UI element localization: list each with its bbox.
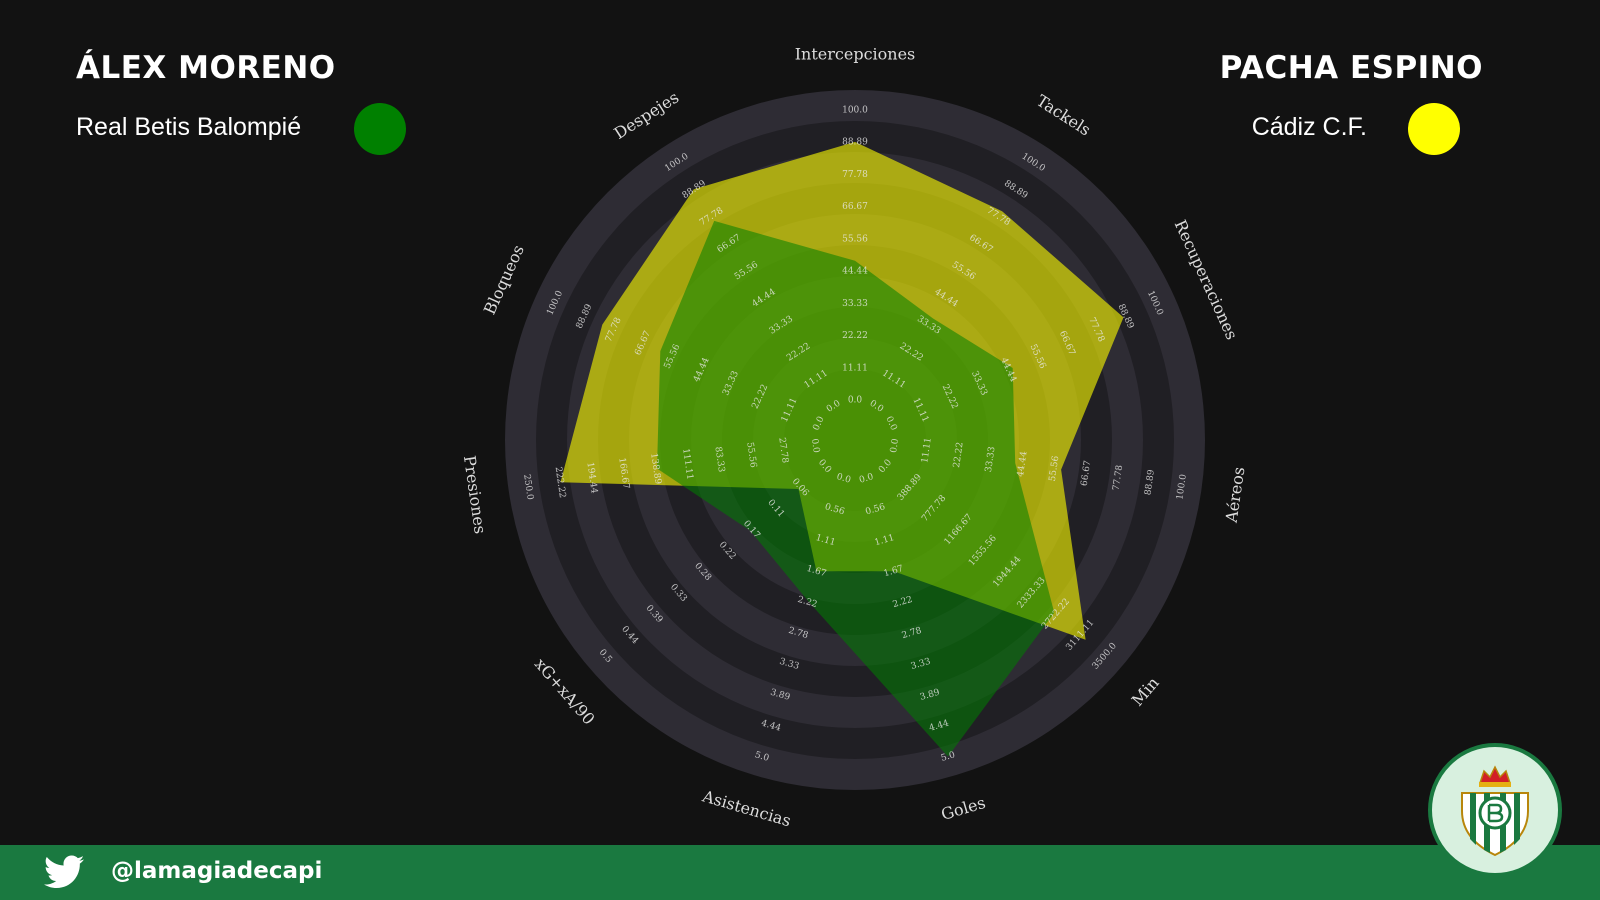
radar-tick-label: 22.22 xyxy=(842,331,868,341)
player-1-name: ÁLEX MORENO xyxy=(76,50,336,86)
real-betis-crest-icon xyxy=(1428,743,1562,877)
radar-tick-label: 0.0 xyxy=(858,472,875,486)
footer-bar: @lamagiadecapi xyxy=(0,845,1600,900)
radar-tick-label: 22.22 xyxy=(952,442,966,469)
radar-tick-label: 250.0 xyxy=(521,474,535,501)
radar-tick-label: 33.33 xyxy=(842,299,868,309)
radar-tick-label: 88.89 xyxy=(842,138,868,148)
radar-axis-label: Aéreos xyxy=(1222,466,1249,525)
radar-tick-label: 138.89 xyxy=(648,452,662,485)
radar-tick-label: 44.44 xyxy=(842,267,868,277)
radar-tick-label: 77.78 xyxy=(842,170,868,180)
radar-tick-label: 5.0 xyxy=(754,750,771,764)
radar-tick-label: 100.0 xyxy=(1175,473,1189,500)
player-2-team: Cádiz C.F. xyxy=(1251,113,1367,141)
radar-tick-label: 33.33 xyxy=(984,446,998,473)
radar-axis-label: Goles xyxy=(939,793,988,824)
radar-series-1 xyxy=(657,220,1055,757)
radar-axis-label: Min xyxy=(1128,673,1163,709)
player-1-team: Real Betis Balompié xyxy=(76,113,302,141)
radar-tick-label: 11.11 xyxy=(842,363,868,373)
radar-tick-label: 222.22 xyxy=(553,466,567,499)
player-2-name: PACHA ESPINO xyxy=(1219,50,1483,86)
radar-tick-label: 111.11 xyxy=(680,448,694,481)
player-1-color-swatch xyxy=(354,103,406,155)
radar-tick-label: 11.11 xyxy=(920,437,934,464)
radar-tick-label: 66.67 xyxy=(842,202,868,212)
radar-tick-label: 55.56 xyxy=(744,442,758,469)
radar-tick-label: 166.67 xyxy=(616,457,630,490)
radar-tick-label: 55.56 xyxy=(842,234,868,244)
twitter-icon[interactable] xyxy=(44,855,84,889)
radar-series xyxy=(560,141,1124,757)
radar-tick-label: 66.67 xyxy=(1080,460,1094,487)
radar-tick-label: 83.33 xyxy=(712,446,726,473)
radar-tick-label: 55.56 xyxy=(1048,455,1062,482)
radar-axis-label: Asistencias xyxy=(699,786,793,830)
radar-tick-label: 5.0 xyxy=(940,750,957,764)
twitter-handle[interactable]: @lamagiadecapi xyxy=(111,858,323,884)
radar-tick-label: 77.78 xyxy=(1112,464,1126,491)
radar-tick-label: 0.0 xyxy=(835,472,852,486)
radar-axis-label: Bloqueos xyxy=(480,242,528,318)
radar-axis-label: Despejes xyxy=(611,88,683,143)
radar-tick-label: 27.78 xyxy=(776,437,790,464)
radar-axis-label: Tackels xyxy=(1033,91,1094,140)
player-2-color-swatch xyxy=(1408,103,1460,155)
radar-tick-label: 0.0 xyxy=(889,438,901,454)
radar-tick-label: 194.44 xyxy=(584,462,598,495)
radar-axis-label: Presiones xyxy=(460,454,490,535)
radar-tick-label: 0.0 xyxy=(809,438,821,454)
radar-tick-label: 44.44 xyxy=(1016,450,1030,477)
radar-tick-label: 100.0 xyxy=(842,106,868,116)
radar-axis-label: Intercepciones xyxy=(795,45,916,64)
radar-tick-label: 0.0 xyxy=(848,396,863,406)
radar-tick-label: 88.89 xyxy=(1143,469,1157,496)
